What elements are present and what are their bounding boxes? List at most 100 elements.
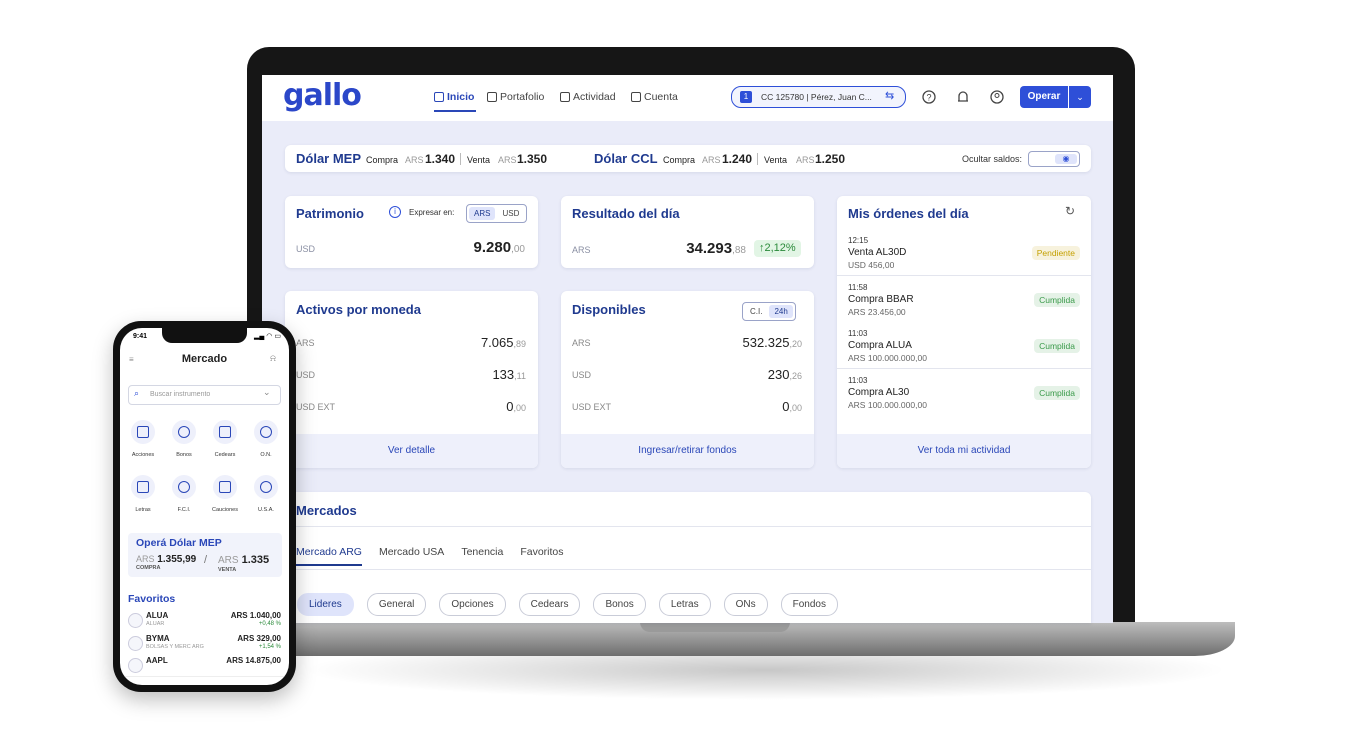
change-pill: ↑2,12% <box>754 240 801 257</box>
chip[interactable]: ONs <box>723 593 768 616</box>
header-icons: ? <box>922 90 1004 104</box>
order-status: Cumplida <box>1034 385 1080 400</box>
mercados-card: Mercados Mercado ARG Mercado USA Tenencia F… <box>285 492 1091 623</box>
chip[interactable]: Letras <box>658 593 711 616</box>
tab[interactable]: Mercado ARG <box>296 546 362 566</box>
rate-sell: 1.350 <box>517 152 548 166</box>
card-title: Activos por moneda <box>296 302 421 317</box>
divider <box>285 569 1091 570</box>
order-amount: USD 456,00 <box>848 260 895 270</box>
order-time: 11:03 <box>848 329 868 338</box>
patrimonio-card: Patrimonio i Expresar en: ARS USD USD 9.2… <box>285 196 538 268</box>
row-value: 7.065,89 <box>481 335 526 350</box>
hide-toggle[interactable]: ◉ <box>1028 151 1080 167</box>
info-icon: i <box>389 206 401 218</box>
category-icon[interactable] <box>131 420 155 444</box>
nav-item[interactable]: Cuenta <box>631 91 678 103</box>
search-box[interactable] <box>128 385 281 405</box>
mep-sell-currency: ARS <box>218 555 239 566</box>
value: 34.293,88 <box>686 240 746 257</box>
nav-underline <box>434 110 476 112</box>
order-time: 11:58 <box>848 282 868 292</box>
category-label: U.S.A. <box>258 507 274 513</box>
chip[interactable]: Lideres <box>297 593 354 616</box>
category-label: O.N. <box>260 452 272 458</box>
account-name: CC 125780 | Pérez, Juan C... <box>761 92 872 102</box>
chip[interactable]: Opciones <box>439 593 506 616</box>
value-dec: ,00 <box>511 244 525 255</box>
chip[interactable]: Bonos <box>593 593 646 616</box>
fav-ticker: BYMA <box>146 633 170 643</box>
category-icon[interactable] <box>213 475 237 499</box>
category-label: Acciones <box>131 452 155 458</box>
mep-sell-label: VENTA <box>218 567 237 573</box>
mep-box <box>128 533 282 577</box>
card-footer[interactable]: Ingresar/retirar fondos <box>561 434 814 468</box>
category-icon[interactable] <box>131 475 155 499</box>
value-int: 0 <box>782 399 790 414</box>
category-icon[interactable] <box>254 420 278 444</box>
rate-title: Dólar CCL <box>594 151 658 166</box>
account-selector[interactable] <box>731 86 906 108</box>
icon-glyph <box>219 426 231 438</box>
category-label: F.C.I. <box>177 507 191 513</box>
mep-sell-value: 1.335 <box>241 554 270 566</box>
settle-toggle[interactable]: C.I. 24h <box>742 302 796 321</box>
icon-part <box>990 90 1004 104</box>
value-dec: ,89 <box>513 339 526 349</box>
card-footer[interactable]: Ver detalle <box>285 434 538 468</box>
tab[interactable]: Tenencia <box>461 546 504 558</box>
icon-glyph <box>178 426 190 438</box>
card-footer[interactable]: Ver toda mi actividad <box>837 434 1091 468</box>
rate-sell-label: Venta <box>764 155 788 165</box>
tab-bar <box>120 676 289 677</box>
row-label: USD EXT <box>296 402 336 412</box>
rate-sell-label: Venta <box>467 155 491 165</box>
search-placeholder: Buscar instrumento <box>150 391 211 398</box>
tab[interactable]: Mercado USA <box>378 546 445 558</box>
icon-glyph <box>137 426 149 438</box>
currency-toggle[interactable]: ARS USD <box>466 204 528 223</box>
order-name: Compra BBAR <box>848 293 914 305</box>
divider <box>837 275 1091 276</box>
rate-divider <box>460 153 461 165</box>
card-title: Mis órdenes del día <box>848 206 969 221</box>
category-icon[interactable] <box>172 475 196 499</box>
fav-logo <box>128 635 143 651</box>
chip[interactable]: General <box>366 593 427 616</box>
nav-bar <box>262 75 1113 121</box>
chip[interactable]: Fondos <box>780 593 838 616</box>
fav-logo <box>128 613 143 628</box>
account-number: 1 <box>740 91 752 103</box>
search-icon: ⌕ <box>134 388 140 398</box>
tab[interactable]: Favoritos <box>520 546 564 558</box>
operate-dropdown[interactable]: ⌄ <box>1069 86 1091 108</box>
nav-item[interactable]: Portafolio <box>487 91 544 103</box>
value-int: 9.280 <box>473 239 512 256</box>
category-icon[interactable] <box>172 420 196 444</box>
value-int: 7.065 <box>480 335 514 350</box>
currency: USD <box>296 244 316 254</box>
icon-glyph <box>219 481 231 493</box>
nav-item[interactable]: Actividad <box>560 91 616 103</box>
refresh-icon: ↻ <box>1065 204 1076 218</box>
search-chevron: ⌄ <box>263 387 271 397</box>
rate-buy: 1.240 <box>722 152 753 166</box>
chip[interactable]: Cedears <box>518 593 581 616</box>
operate-button[interactable]: Operar <box>1020 86 1068 108</box>
fav-price: ARS 1.040,00 <box>230 611 281 620</box>
order-status: Cumplida <box>1034 339 1080 353</box>
value-dec: ,11 <box>514 371 526 381</box>
category-icon[interactable] <box>254 475 278 499</box>
mep-buy-currency: ARS <box>136 554 155 564</box>
bell-icon: ⍾ <box>270 353 276 363</box>
fav-logo <box>128 658 143 673</box>
currency: ARS <box>572 245 591 255</box>
fav-name: ALUAR <box>146 621 165 627</box>
value-int: 133 <box>492 367 515 382</box>
mep-title: Operá Dólar MEP <box>136 537 222 549</box>
category-icon[interactable] <box>213 420 237 444</box>
nav-item[interactable]: Inicio <box>434 91 474 103</box>
nav-icon <box>631 92 641 102</box>
